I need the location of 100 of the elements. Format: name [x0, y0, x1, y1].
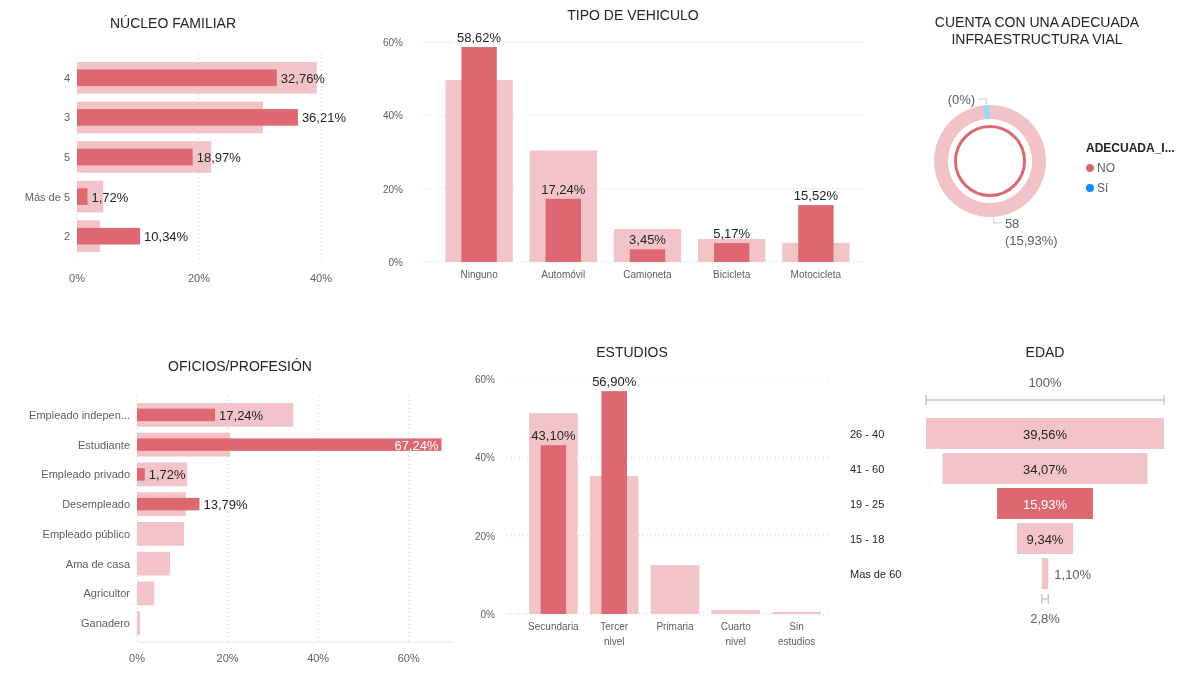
y-tick-label: Empleado indepen...	[29, 408, 130, 421]
bar	[77, 69, 277, 87]
bar	[77, 148, 193, 166]
bar	[629, 249, 666, 262]
bar	[714, 243, 750, 262]
chart-title: CUENTA CON UNA ADECUADA INFRAESTRUCTURA VIAL	[934, 14, 1140, 47]
data-label: 18,97%	[196, 150, 242, 165]
legend-title: ADECUADA_I...	[1086, 141, 1175, 155]
x-tick-label: Camioneta	[623, 269, 673, 280]
chart-title: NÚCLEO FAMILIAR	[109, 15, 237, 31]
x-tick-label: 40%	[309, 272, 333, 284]
bar	[137, 581, 155, 606]
text: EDAD	[1025, 344, 1065, 360]
data-label: 43,10%	[531, 428, 576, 444]
text: 2,8%	[1030, 611, 1061, 626]
bar	[650, 565, 700, 614]
y-tick-label: Desempleado	[62, 498, 130, 511]
x-tick-label: Motocicleta	[790, 269, 842, 280]
data-label: 10,34%	[144, 229, 189, 245]
bar	[77, 227, 141, 245]
data-label: 17,24%	[541, 181, 586, 197]
y-tick-label: 40%	[382, 110, 404, 122]
bar	[137, 521, 185, 546]
bar	[137, 438, 442, 451]
category-label: 26 - 40	[850, 427, 885, 440]
legend-label: Sí	[1097, 181, 1109, 195]
x-tick-label: Tercer nivel	[600, 621, 629, 647]
chart-title: ESTUDIOS	[596, 344, 668, 360]
category-label: 15 - 18	[850, 532, 885, 545]
bar	[137, 497, 200, 511]
y-tick-label: Empleado privado	[41, 468, 130, 481]
x-tick-label: Sin estudios	[777, 621, 816, 647]
y-tick-label: Estudiante	[78, 438, 130, 451]
data-label: 1,72%	[91, 189, 129, 205]
y-tick-label: 4	[63, 71, 70, 84]
text: 100%	[1028, 375, 1063, 390]
bar	[137, 551, 171, 576]
y-tick-label: 60%	[382, 37, 404, 48]
data-label: 67,24%	[394, 437, 439, 453]
y-tick-label: Empleado público	[42, 527, 130, 540]
y-tick-label: 20%	[474, 530, 496, 542]
donut-slice	[982, 105, 990, 120]
y-tick-label: 40%	[474, 452, 496, 464]
y-tick-label: 5	[63, 151, 70, 163]
y-tick-label: Más de 5	[24, 190, 70, 203]
bar	[711, 610, 761, 614]
y-tick-label: 60%	[474, 374, 496, 385]
category-label: 19 - 25	[850, 497, 885, 510]
data-label: 3,45%	[629, 232, 667, 248]
x-tick-label: Primaria	[656, 621, 695, 632]
y-tick-label: 0%	[480, 609, 496, 620]
category-label: 41 - 60	[850, 462, 885, 475]
data-label: 34,07%	[1022, 461, 1068, 477]
x-tick-label: Bicicleta	[713, 269, 751, 280]
data-label: 5,17%	[713, 226, 751, 242]
bar	[601, 391, 627, 614]
y-tick-label: Ganadero	[81, 617, 130, 630]
y-tick-label: 2	[63, 230, 70, 243]
bar	[545, 198, 581, 262]
data-label: 15,93%	[1022, 496, 1068, 512]
text: (0%)	[947, 92, 976, 108]
bar	[137, 408, 216, 422]
x-tick-label: Automóvil	[541, 269, 586, 280]
x-tick-label: 40%	[307, 652, 330, 664]
y-tick-label: 0%	[388, 257, 404, 268]
donut-slice	[934, 105, 1046, 217]
bar	[461, 47, 497, 262]
data-label: 36,21%	[301, 110, 347, 126]
data-label: 15,52%	[793, 188, 839, 204]
bar	[798, 205, 834, 262]
data-label: 1,72%	[148, 467, 187, 483]
x-tick-label: 20%	[216, 652, 239, 664]
data-label: 58,62%	[457, 30, 502, 46]
y-tick-label: Agricultor	[83, 587, 131, 600]
x-tick-label: Ninguno	[460, 269, 499, 280]
x-tick-label: Cuarto nivel	[720, 621, 752, 647]
x-tick-label: 20%	[187, 272, 211, 284]
bar	[137, 468, 145, 481]
bar	[77, 109, 298, 126]
bar	[137, 611, 141, 636]
legend-label: NO	[1097, 161, 1115, 175]
data-label: 17,24%	[219, 407, 264, 423]
y-tick-label: Ama de casa	[65, 557, 131, 570]
category-label: Mas de 60	[850, 567, 902, 580]
bar	[540, 445, 567, 614]
chart-title: OFICIOS/PROFESIÓN	[168, 358, 312, 374]
data-label: 1,10%	[1054, 566, 1092, 582]
bar	[77, 188, 88, 205]
chart-title: TIPO DE VEHICULO	[567, 7, 699, 23]
data-label: 9,34%	[1026, 531, 1064, 547]
data-label: 13,79%	[203, 497, 248, 513]
text: 58 (15,93%)	[1004, 215, 1058, 248]
data-label: 56,90%	[592, 374, 637, 390]
x-tick-label: 60%	[397, 652, 420, 664]
x-tick-label: 0%	[129, 652, 146, 664]
data-label: 32,76%	[280, 70, 326, 86]
y-tick-label: 3	[63, 111, 70, 124]
data-label: 39,56%	[1022, 426, 1068, 442]
y-tick-label: 20%	[382, 183, 404, 195]
x-tick-label: Secundaria	[528, 621, 580, 632]
